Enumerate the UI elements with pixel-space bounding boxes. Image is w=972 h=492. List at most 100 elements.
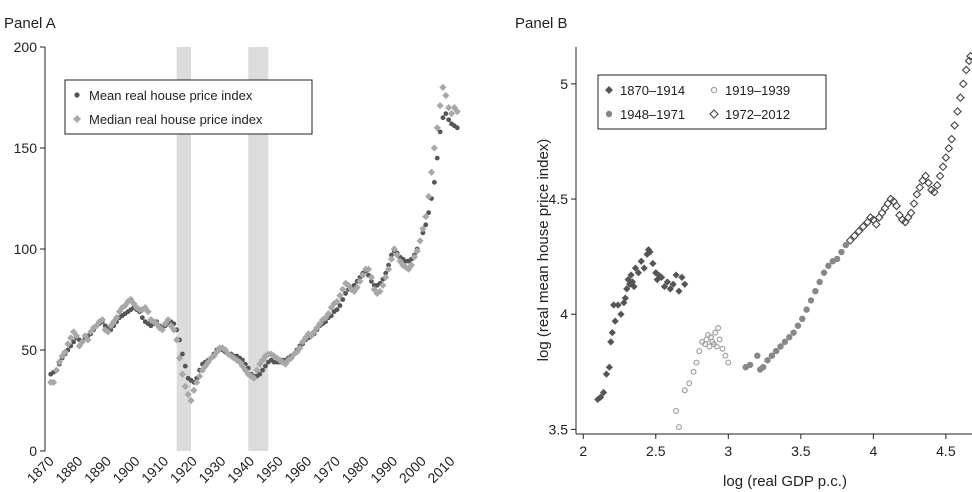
x-tick-label-1890: 1890: [81, 453, 114, 486]
point-2005: [434, 155, 440, 161]
point-1970: [333, 297, 341, 306]
point-2005: [433, 124, 441, 132]
point-1881: [78, 338, 86, 346]
legend-marker-1870-1914: [605, 86, 613, 94]
point-1914: [173, 336, 181, 344]
shaded-period-1914-1919: [176, 47, 192, 451]
point-1973: [343, 291, 349, 296]
point-1979: [359, 271, 367, 279]
point-1875: [61, 348, 69, 356]
point-15: [807, 297, 815, 304]
point-1952: [281, 360, 290, 368]
point-1970: [334, 307, 340, 312]
point-1963: [313, 324, 321, 332]
point-21: [912, 190, 922, 199]
point-1939: [244, 370, 252, 378]
point-1919: [187, 396, 195, 405]
series-1972-2012: [845, 51, 972, 245]
point-1955: [290, 350, 298, 358]
point-3: [602, 370, 611, 378]
point-1937: [238, 362, 247, 370]
point-25: [924, 178, 933, 188]
y-tick-label-150: 150: [14, 140, 38, 156]
point-1969: [330, 299, 338, 308]
point-16: [812, 287, 819, 295]
y-tick-label-100: 100: [14, 241, 38, 257]
legend-label-1972-2012: 1972–2012: [725, 107, 790, 122]
point-2008: [443, 111, 449, 117]
x-tick-label-1980: 1980: [338, 453, 371, 486]
shaded-period-1939-1946: [248, 47, 269, 451]
point-36: [956, 93, 965, 103]
point-1978: [356, 277, 364, 285]
legend-box: [597, 74, 827, 130]
point-1878: [71, 339, 77, 345]
point-27: [929, 187, 939, 197]
y-tick-label-200: 200: [14, 39, 38, 55]
point-38: [961, 65, 971, 75]
point-1982: [367, 273, 375, 281]
point-3: [858, 222, 868, 232]
point-1893: [112, 314, 121, 322]
point-2: [681, 387, 688, 394]
point-1903: [141, 303, 149, 312]
point-34: [669, 280, 677, 288]
point-1892: [110, 318, 118, 326]
point-1985: [376, 287, 384, 296]
point-1943: [256, 360, 264, 368]
point-1: [675, 424, 682, 431]
point-1921: [193, 378, 201, 386]
x-tick-label-4: 4: [869, 443, 877, 459]
point-1932: [224, 350, 232, 358]
point-20: [722, 352, 729, 359]
point-31: [941, 153, 951, 162]
point-1879: [72, 332, 81, 340]
point-4: [690, 368, 697, 375]
point-1989: [389, 252, 394, 258]
point-1916: [180, 351, 185, 357]
point-11: [620, 299, 628, 307]
point-1973: [342, 279, 350, 287]
point-6: [608, 329, 616, 337]
point-26: [649, 259, 657, 268]
point-10: [880, 203, 890, 213]
point-7: [871, 219, 881, 229]
point-1911: [164, 316, 172, 324]
x-tick-label-1910: 1910: [138, 453, 171, 486]
point-1942: [253, 366, 261, 374]
legend-marker-1919-1939: [710, 86, 718, 94]
point-18: [716, 336, 723, 343]
point-1998: [413, 247, 421, 255]
legend-marker-mean: [74, 92, 80, 98]
x-tick-label-1990: 1990: [367, 453, 400, 486]
panel-a: Panel A 05010015020018701880189019001910…: [4, 15, 461, 486]
legend-box: [64, 79, 313, 135]
point-15: [626, 280, 634, 288]
y-tick-label-50: 50: [21, 342, 37, 358]
point-9: [877, 208, 887, 218]
point-3: [686, 380, 693, 387]
point-16: [713, 343, 720, 350]
point-10: [786, 334, 793, 341]
point-1953: [284, 356, 292, 364]
point-0: [673, 407, 680, 414]
point-1967: [324, 310, 333, 318]
point-1909: [158, 326, 166, 334]
point-1988: [384, 265, 393, 273]
point-20: [909, 199, 919, 209]
legend-label-mean: Mean real house price index: [89, 88, 253, 103]
point-12: [794, 322, 802, 329]
point-1972: [340, 297, 346, 302]
point-30: [938, 162, 948, 172]
panel-a-title: Panel A: [4, 15, 56, 32]
point-1941: [250, 374, 258, 382]
panel-b-title: Panel B: [515, 15, 568, 32]
point-2003: [427, 168, 436, 176]
x-tick-label-3: 3: [724, 443, 732, 459]
legend-label-1948-1971: 1948–1971: [620, 107, 685, 122]
point-33: [666, 285, 674, 293]
point-2012: [454, 125, 460, 131]
legend-marker-median: [73, 115, 81, 123]
point-1976: [350, 287, 358, 296]
